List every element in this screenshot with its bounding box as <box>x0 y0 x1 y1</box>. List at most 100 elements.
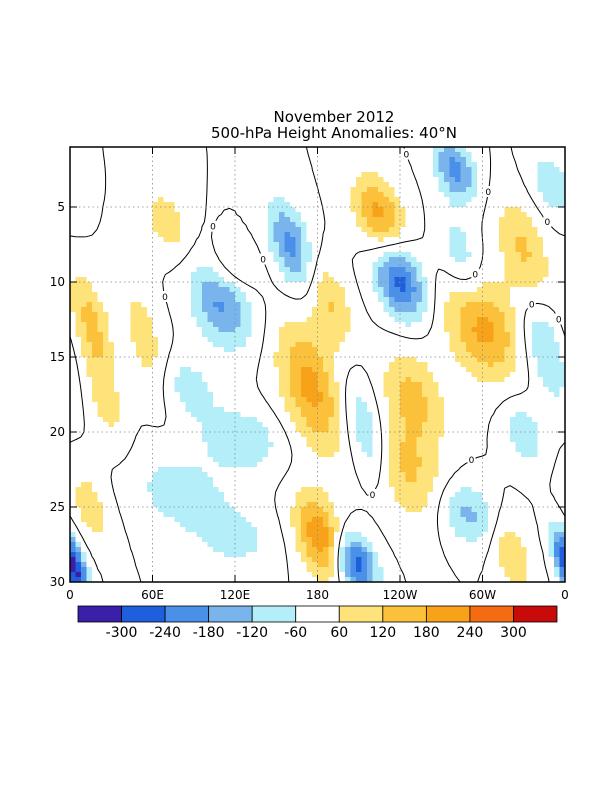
anomaly-cell <box>438 397 445 403</box>
anomaly-cell <box>350 272 357 278</box>
anomaly-cell <box>323 172 330 178</box>
anomaly-cell <box>416 302 423 308</box>
anomaly-cell <box>466 407 473 413</box>
anomaly-cell <box>81 162 88 168</box>
anomaly-cell <box>295 417 302 423</box>
anomaly-cell <box>279 217 286 223</box>
anomaly-cell <box>240 367 247 373</box>
anomaly-cell <box>460 327 467 333</box>
anomaly-cell <box>251 202 258 208</box>
anomaly-cell <box>235 362 242 368</box>
anomaly-cell <box>438 157 445 163</box>
anomaly-cell <box>103 212 110 218</box>
anomaly-cell <box>499 212 506 218</box>
anomaly-cell <box>235 167 242 173</box>
anomaly-cell <box>543 242 550 248</box>
anomaly-cell <box>86 387 93 393</box>
anomaly-cell <box>317 212 324 218</box>
anomaly-cell <box>510 192 517 198</box>
anomaly-cell <box>174 247 181 253</box>
anomaly-cell <box>488 312 495 318</box>
anomaly-cell <box>504 407 511 413</box>
anomaly-cell <box>532 227 539 233</box>
anomaly-cell <box>125 337 132 343</box>
anomaly-cell <box>378 222 385 228</box>
anomaly-cell <box>108 352 115 358</box>
anomaly-cell <box>119 377 126 383</box>
anomaly-cell <box>482 237 489 243</box>
anomaly-cell <box>97 167 104 173</box>
anomaly-cell <box>125 347 132 353</box>
anomaly-cell <box>174 202 181 208</box>
anomaly-cell <box>125 152 132 158</box>
anomaly-cell <box>163 352 170 358</box>
anomaly-cell <box>400 207 407 213</box>
anomaly-cell <box>559 187 565 193</box>
anomaly-cell <box>521 217 528 223</box>
anomaly-cell <box>471 232 478 238</box>
anomaly-cell <box>257 337 264 343</box>
anomaly-cell <box>532 357 539 363</box>
anomaly-cell <box>70 177 77 183</box>
anomaly-cell <box>548 252 555 258</box>
anomaly-cell <box>543 237 550 243</box>
anomaly-cell <box>279 277 286 283</box>
anomaly-cell <box>158 377 165 383</box>
anomaly-cell <box>532 337 539 343</box>
anomaly-cell <box>224 177 231 183</box>
anomaly-cell <box>185 267 192 273</box>
anomaly-cell <box>543 392 550 398</box>
anomaly-cell <box>191 217 198 223</box>
anomaly-cell <box>257 382 264 388</box>
anomaly-cell <box>471 157 478 163</box>
anomaly-cell <box>504 192 511 198</box>
anomaly-cell <box>202 182 209 188</box>
anomaly-cell <box>416 202 423 208</box>
anomaly-cell <box>86 312 93 318</box>
anomaly-cell <box>455 332 462 338</box>
anomaly-cell <box>372 192 379 198</box>
anomaly-cell <box>218 322 225 328</box>
anomaly-cell <box>433 402 440 408</box>
anomaly-cell <box>422 397 429 403</box>
anomaly-cell <box>169 382 176 388</box>
anomaly-cell <box>103 267 110 273</box>
anomaly-cell <box>389 357 396 363</box>
anomaly-cell <box>86 242 93 248</box>
anomaly-cell <box>125 307 132 313</box>
anomaly-cell <box>262 367 269 373</box>
anomaly-cell <box>499 417 506 423</box>
anomaly-cell <box>339 247 346 253</box>
anomaly-cell <box>356 207 363 213</box>
anomaly-cell <box>163 417 170 423</box>
anomaly-cell <box>372 172 379 178</box>
anomaly-cell <box>383 337 390 343</box>
anomaly-cell <box>378 187 385 193</box>
anomaly-cell <box>416 417 423 423</box>
anomaly-cell <box>119 187 126 193</box>
anomaly-cell <box>235 397 242 403</box>
anomaly-cell <box>422 352 429 358</box>
anomaly-cell <box>169 347 176 353</box>
anomaly-cell <box>400 312 407 318</box>
anomaly-cell <box>279 212 286 218</box>
anomaly-cell <box>367 257 374 263</box>
anomaly-cell <box>312 422 319 428</box>
anomaly-cell <box>301 417 308 423</box>
anomaly-cell <box>389 397 396 403</box>
anomaly-cell <box>554 372 561 378</box>
anomaly-cell <box>433 152 440 158</box>
anomaly-cell <box>356 337 363 343</box>
anomaly-cell <box>136 417 143 423</box>
anomaly-cell <box>532 287 539 293</box>
anomaly-cell <box>284 187 291 193</box>
anomaly-cell <box>191 302 198 308</box>
anomaly-cell <box>163 152 170 158</box>
anomaly-cell <box>180 377 187 383</box>
anomaly-cell <box>405 387 412 393</box>
anomaly-cell <box>295 232 302 238</box>
anomaly-cell <box>207 337 214 343</box>
anomaly-cell <box>460 332 467 338</box>
anomaly-cell <box>108 307 115 313</box>
anomaly-cell <box>196 322 203 328</box>
